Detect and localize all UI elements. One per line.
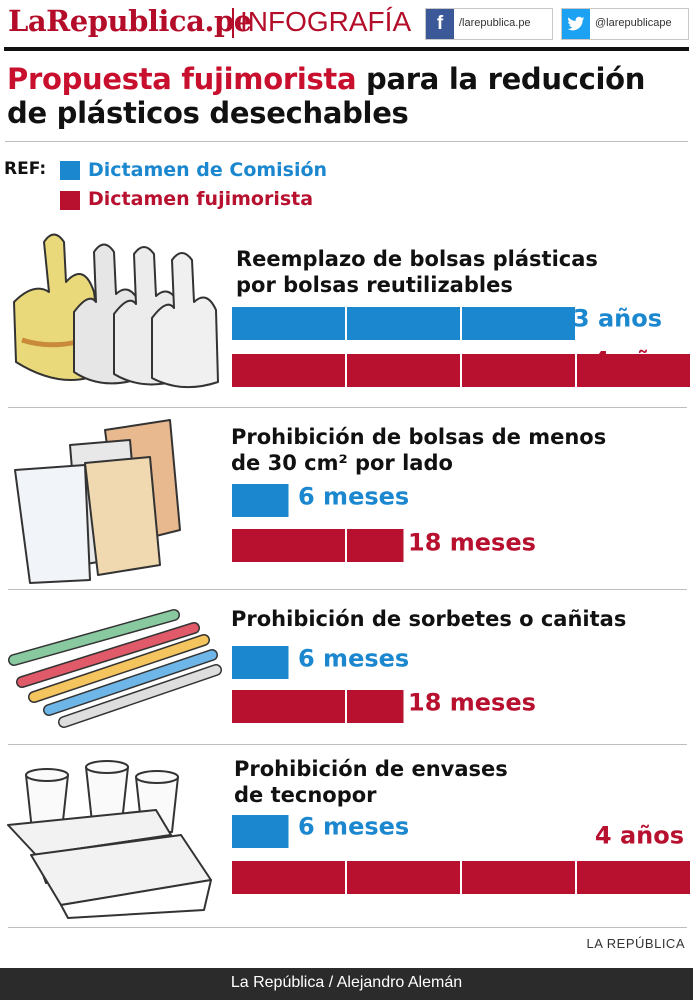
bar-segment — [577, 861, 690, 894]
bar-segment — [232, 354, 345, 387]
row-title-tecnopor: Prohibición de envases de tecnopor — [234, 756, 508, 808]
bar-segment — [577, 354, 690, 387]
row-title-line: por bolsas reutilizables — [236, 273, 513, 297]
bar-value-label: 4 años — [593, 347, 682, 375]
section-label: INFOGRAFÍA — [240, 6, 412, 37]
bar-value-label: 3 años — [573, 305, 662, 333]
row-title-line: Prohibición de sorbetes o cañitas — [231, 607, 627, 631]
bar-segment — [347, 690, 404, 723]
bar-segment — [347, 861, 460, 894]
row-title-line: de 30 cm² por lado — [231, 451, 453, 475]
bar-value-label: 6 meses — [298, 483, 409, 511]
legend-swatch-comision — [60, 161, 80, 180]
legend-swatch-fujimorista — [60, 191, 80, 210]
row-title-bolsas-pequenas: Prohibición de bolsas de menos de 30 cm²… — [231, 424, 606, 476]
facebook-link[interactable]: f /larepublica.pe — [425, 8, 553, 40]
facebook-handle: /larepublica.pe — [459, 17, 531, 29]
bar-value-label: 6 meses — [298, 813, 409, 841]
bar-value-label: 6 meses — [298, 645, 409, 673]
row-title-bolsas-reutilizables: Reemplazo de bolsas plásticas por bolsas… — [236, 246, 598, 298]
bar-segment — [462, 307, 575, 340]
header-rule — [4, 47, 689, 51]
bar-value-label: 4 años — [595, 822, 684, 850]
bar-segment — [232, 646, 289, 679]
row-divider — [8, 589, 687, 590]
header-separator — [232, 8, 234, 38]
credit-text: La República / Alejandro Alemán — [230, 974, 463, 991]
bar-segment — [232, 529, 345, 562]
title-highlight: Propuesta fujimorista — [7, 62, 357, 96]
legend-item-comision: Dictamen de Comisión — [88, 159, 328, 181]
facebook-icon: f — [426, 9, 454, 39]
row-title-line: Prohibición de envases — [234, 757, 508, 781]
bar-segment — [232, 484, 289, 517]
plastic-bags-icon — [13, 233, 219, 389]
row-title-line: Reemplazo de bolsas plásticas — [236, 247, 598, 271]
row-title-line: Prohibición de bolsas de menos — [231, 425, 607, 449]
bar-value-label: 18 meses — [408, 689, 536, 717]
bar-segment — [232, 307, 345, 340]
row-divider — [8, 744, 687, 745]
chart-area: 3 años 4 años 6 meses 18 meses 6 meses 18 mes… — [232, 305, 690, 894]
bar-segment — [347, 529, 404, 562]
bar-segment — [347, 307, 460, 340]
row-divider — [8, 407, 687, 408]
twitter-link[interactable]: @larepublicape — [561, 8, 689, 40]
title-rule — [5, 141, 688, 142]
styrofoam-containers-icon — [7, 760, 212, 919]
credit-bar: La República / Alejandro Alemán — [0, 968, 693, 1000]
bar-segment — [462, 354, 575, 387]
bar-segment — [232, 861, 345, 894]
legend-item-fujimorista: Dictamen fujimorista — [88, 188, 314, 210]
brand-logo[interactable]: LaRepublica.pe — [8, 4, 252, 38]
legend-label: REF: — [4, 159, 47, 179]
row-divider — [8, 927, 687, 928]
page-title: Propuesta fujimorista para la reducción … — [7, 62, 692, 130]
row-title-line: de tecnopor — [234, 783, 377, 807]
header: LaRepublica.pe INFOGRAFÍA f /larepublica… — [0, 0, 693, 46]
twitter-icon — [562, 9, 590, 39]
twitter-handle: @larepublicape — [595, 17, 672, 29]
straws-icon — [8, 609, 222, 728]
row-title-sorbetes: Prohibición de sorbetes o cañitas — [231, 606, 626, 632]
bar-segment — [232, 690, 345, 723]
title-rest: para la reducción de plásticos desechabl… — [7, 62, 646, 130]
bar-segment — [347, 354, 460, 387]
footer-brand: LA REPÚBLICA — [586, 936, 685, 951]
bar-segment — [232, 815, 289, 848]
small-bags-icon — [14, 419, 181, 584]
bar-segment — [462, 861, 575, 894]
bar-value-label: 18 meses — [408, 529, 536, 557]
